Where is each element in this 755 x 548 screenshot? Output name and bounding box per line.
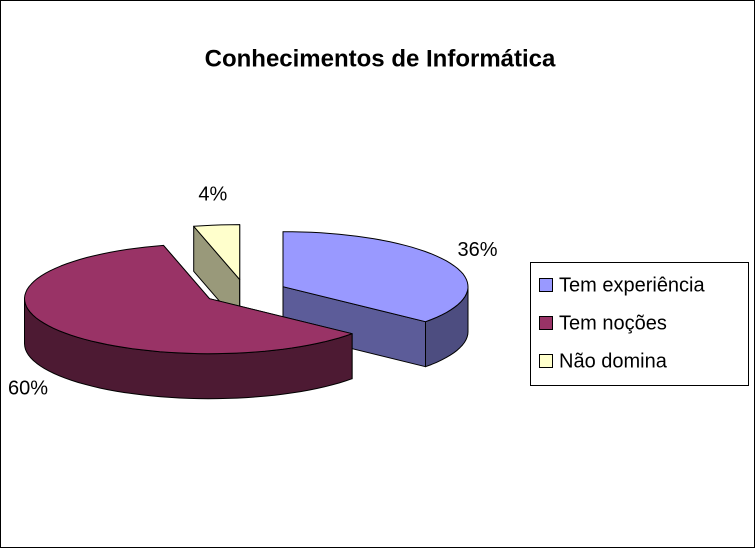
pie-slice [193,224,241,326]
data-label: 4% [198,184,227,206]
legend-swatch [539,278,553,292]
slice-top [24,244,353,355]
legend-label: Tem experiência [559,274,706,296]
chart-title: Conhecimentos de Informática [205,45,556,72]
pie-slice [24,244,353,400]
data-label: 60% [8,378,48,400]
legend-swatch [539,316,553,330]
data-label: 36% [458,239,498,261]
legend-label: Não domina [559,350,668,372]
legend-label: Tem noções [559,312,667,334]
legend-box [530,262,749,386]
pie-slice [282,231,469,368]
legend-swatch [539,354,553,368]
slice-top [282,231,469,323]
slice-top [193,224,241,281]
